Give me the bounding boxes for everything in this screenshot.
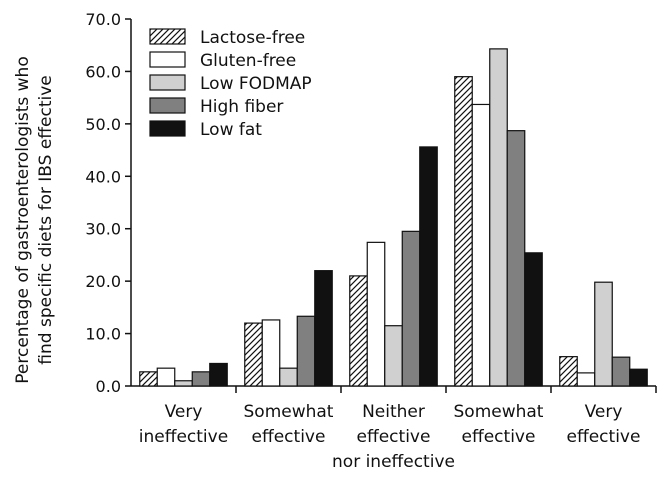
- bar-lactose-free: [454, 76, 473, 387]
- bar-low-fat: [419, 146, 438, 387]
- y-tick-label: 50.0: [85, 115, 121, 134]
- x-category-label: ineffective: [139, 427, 228, 447]
- x-category-label: effective: [462, 427, 536, 447]
- y-axis-label: Percentage of gastroenterologists who fi…: [13, 56, 56, 383]
- legend-label: Gluten-free: [200, 51, 296, 71]
- bar-lactose-free: [349, 275, 368, 387]
- bar-high-fiber: [401, 230, 421, 387]
- y-tick-label: 40.0: [85, 167, 121, 186]
- x-category-label: Somewhat: [454, 402, 544, 422]
- x-category-label: Very: [165, 402, 203, 422]
- legend-label: Lactose-free: [200, 28, 305, 48]
- x-category-label: nor ineffective: [332, 452, 455, 472]
- legend-label: Low fat: [200, 120, 262, 140]
- bar-gluten-free: [471, 103, 491, 387]
- bar-low-fodmap: [489, 48, 508, 387]
- bar-low-fat: [629, 368, 648, 387]
- bar-lactose-free: [139, 371, 158, 387]
- legend-swatch: [149, 51, 186, 68]
- bar-lactose-free: [559, 356, 578, 387]
- bar-low-fat: [524, 252, 543, 387]
- legend-label: High fiber: [200, 97, 283, 117]
- legend: Lactose-free Gluten-free Low FODMAP High fi…: [149, 28, 312, 140]
- bar-high-fiber: [296, 315, 316, 387]
- bar-low-fodmap: [384, 325, 403, 387]
- bar-lactose-free: [244, 322, 263, 387]
- y-tick-label: 60.0: [85, 62, 121, 81]
- bar-low-fodmap: [594, 281, 613, 387]
- bar-low-fat: [209, 362, 228, 387]
- bars: [139, 48, 648, 387]
- legend-swatch: [149, 28, 186, 45]
- bar-high-fiber: [191, 371, 211, 387]
- bar-gluten-free: [576, 372, 596, 387]
- bar-gluten-free: [156, 367, 176, 387]
- y-tick-label: 10.0: [85, 325, 121, 344]
- y-axis-label-line-1: Percentage of gastroenterologists who: [13, 56, 33, 383]
- legend-swatch: [149, 74, 186, 91]
- bar-gluten-free: [261, 319, 281, 387]
- x-axis-category-labels: Very ineffective Somewhat effective Neither e…: [139, 402, 641, 472]
- legend-label: Low FODMAP: [200, 74, 312, 94]
- legend-swatch: [149, 120, 186, 137]
- x-category-label: effective: [357, 427, 431, 447]
- x-category-label: effective: [567, 427, 641, 447]
- bar-high-fiber: [611, 356, 631, 387]
- x-category-label: Very: [585, 402, 623, 422]
- x-category-label: Somewhat: [244, 402, 334, 422]
- legend-swatch: [149, 97, 186, 114]
- y-tick-label: 30.0: [85, 220, 121, 239]
- y-tick-label: 0.0: [96, 377, 121, 396]
- x-category-label: effective: [252, 427, 326, 447]
- y-tick-label: 70.0: [85, 10, 121, 29]
- y-axis-label-line-2: find specific diets for IBS effective: [36, 75, 56, 364]
- bar-high-fiber: [506, 130, 526, 387]
- x-category-label: Neither: [362, 402, 425, 422]
- bar-gluten-free: [366, 241, 386, 387]
- bar-low-fat: [314, 270, 333, 387]
- bar-low-fodmap: [174, 380, 193, 387]
- bar-low-fodmap: [279, 367, 298, 387]
- y-tick-label: 20.0: [85, 272, 121, 291]
